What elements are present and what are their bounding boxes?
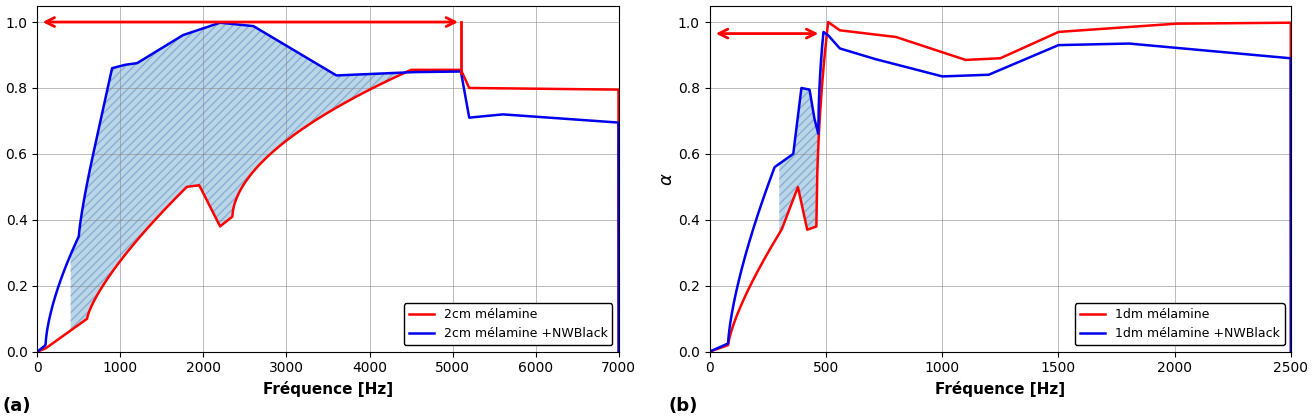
Line: 1dm mélamine: 1dm mélamine <box>710 22 1290 352</box>
2cm mélamine +NWBlack <box>599 119 615 124</box>
1dm mélamine <box>925 47 941 52</box>
2cm mélamine <box>599 87 615 92</box>
1dm mélamine +NWBlack <box>925 71 941 76</box>
X-axis label: Fréquence [Hz]: Fréquence [Hz] <box>936 381 1066 397</box>
1dm mélamine +NWBlack <box>803 92 819 97</box>
2cm mélamine +NWBlack <box>130 60 146 65</box>
Legend: 2cm mélamine, 2cm mélamine +NWBlack: 2cm mélamine, 2cm mélamine +NWBlack <box>403 303 612 345</box>
Line: 2cm mélamine: 2cm mélamine <box>37 70 619 352</box>
1dm mélamine <box>767 237 783 242</box>
X-axis label: Fréquence [Hz]: Fréquence [Hz] <box>263 381 393 397</box>
1dm mélamine +NWBlack <box>1209 49 1225 54</box>
Y-axis label: α: α <box>657 173 675 185</box>
1dm mélamine <box>702 349 717 354</box>
2cm mélamine <box>29 349 45 354</box>
2cm mélamine +NWBlack <box>277 43 293 48</box>
1dm mélamine +NWBlack <box>1272 55 1288 60</box>
2cm mélamine +NWBlack <box>96 104 112 109</box>
2cm mélamine <box>403 67 419 72</box>
1dm mélamine <box>950 55 966 60</box>
1dm mélamine +NWBlack <box>702 349 717 354</box>
2cm mélamine <box>96 282 112 287</box>
2cm mélamine <box>611 349 627 354</box>
Line: 1dm mélamine +NWBlack: 1dm mélamine +NWBlack <box>710 32 1290 352</box>
2cm mélamine +NWBlack <box>213 20 229 25</box>
1dm mélamine +NWBlack <box>950 73 966 78</box>
Line: 2cm mélamine +NWBlack: 2cm mélamine +NWBlack <box>37 23 619 352</box>
1dm mélamine +NWBlack <box>767 164 783 169</box>
Text: (a): (a) <box>3 397 32 414</box>
1dm mélamine <box>1282 349 1298 354</box>
2cm mélamine <box>277 139 293 144</box>
2cm mélamine +NWBlack <box>537 115 553 120</box>
2cm mélamine <box>252 161 268 166</box>
1dm mélamine <box>1209 21 1225 26</box>
2cm mélamine +NWBlack <box>252 28 268 33</box>
Legend: 1dm mélamine, 1dm mélamine +NWBlack: 1dm mélamine, 1dm mélamine +NWBlack <box>1075 303 1285 345</box>
1dm mélamine <box>820 20 836 25</box>
1dm mélamine <box>1272 20 1288 25</box>
2cm mélamine +NWBlack <box>611 349 627 354</box>
2cm mélamine +NWBlack <box>29 349 45 354</box>
1dm mélamine <box>803 226 819 231</box>
1dm mélamine +NWBlack <box>1282 349 1298 354</box>
2cm mélamine <box>130 236 146 241</box>
2cm mélamine <box>537 86 553 91</box>
1dm mélamine +NWBlack <box>816 30 832 35</box>
Text: (b): (b) <box>669 397 698 414</box>
